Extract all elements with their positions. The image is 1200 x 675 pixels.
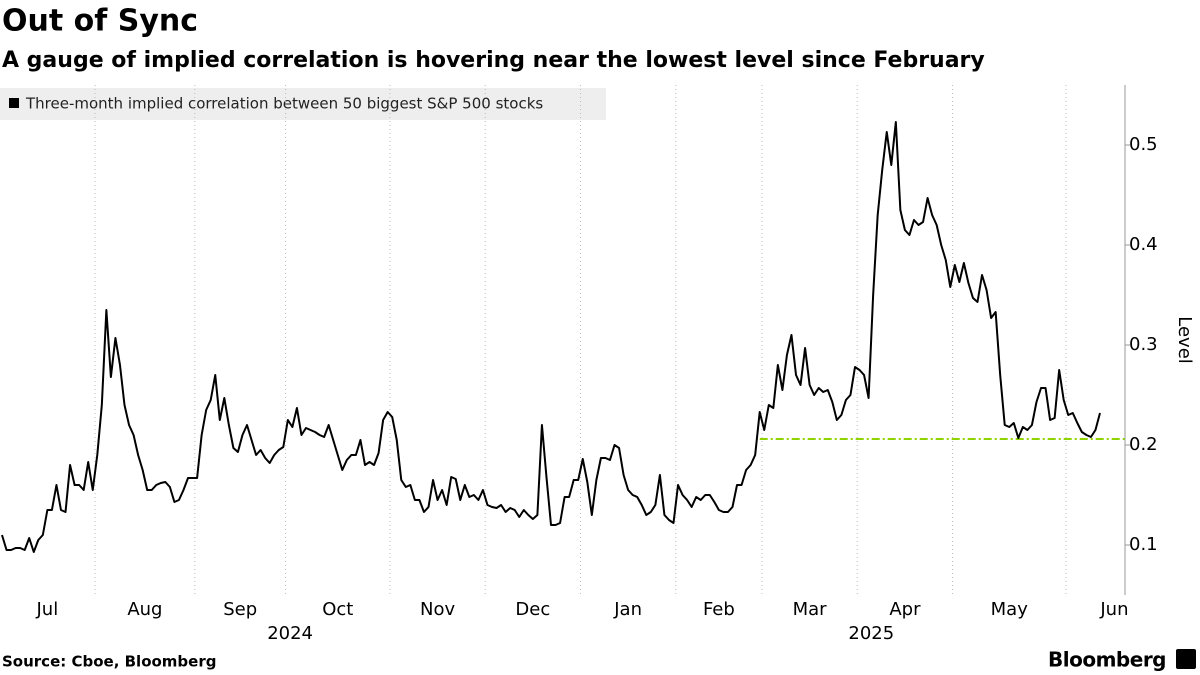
y-tick-label: 0.4: [1129, 234, 1158, 255]
data-line: [1, 121, 1101, 553]
legend-label: Three-month implied correlation between …: [25, 95, 543, 113]
y-axis-label: Level: [1174, 316, 1195, 364]
x-tick-label: Mar: [793, 599, 828, 620]
y-tick-label: 0.5: [1129, 134, 1158, 155]
x-tick-label: Feb: [703, 599, 735, 620]
x-tick-label: Sep: [223, 599, 257, 620]
x-tick-label: Apr: [889, 599, 921, 620]
year-label: 2024: [267, 623, 313, 644]
x-tick-label: Jun: [1099, 599, 1128, 620]
logo-icon: [1176, 649, 1196, 669]
chart-subtitle: A gauge of implied correlation is hoveri…: [2, 48, 985, 73]
y-tick-label: 0.2: [1129, 434, 1158, 455]
legend-box: [0, 88, 606, 120]
x-tick-label: Jan: [613, 599, 642, 620]
x-tick-label: May: [991, 599, 1029, 620]
logo: Bloomberg: [1048, 648, 1166, 672]
x-tick-label: Jul: [36, 599, 59, 620]
source: Source: Cboe, Bloomberg: [2, 653, 216, 671]
y-tick-label: 0.1: [1129, 534, 1158, 555]
x-tick-label: Oct: [322, 599, 353, 620]
y-tick-label: 0.3: [1129, 334, 1158, 355]
x-tick-label: Aug: [127, 599, 162, 620]
year-label: 2025: [848, 623, 894, 644]
x-tick-label: Nov: [420, 599, 455, 620]
chart-title: Out of Sync: [2, 4, 198, 39]
legend-swatch: [9, 98, 19, 108]
x-tick-label: Dec: [515, 599, 550, 620]
